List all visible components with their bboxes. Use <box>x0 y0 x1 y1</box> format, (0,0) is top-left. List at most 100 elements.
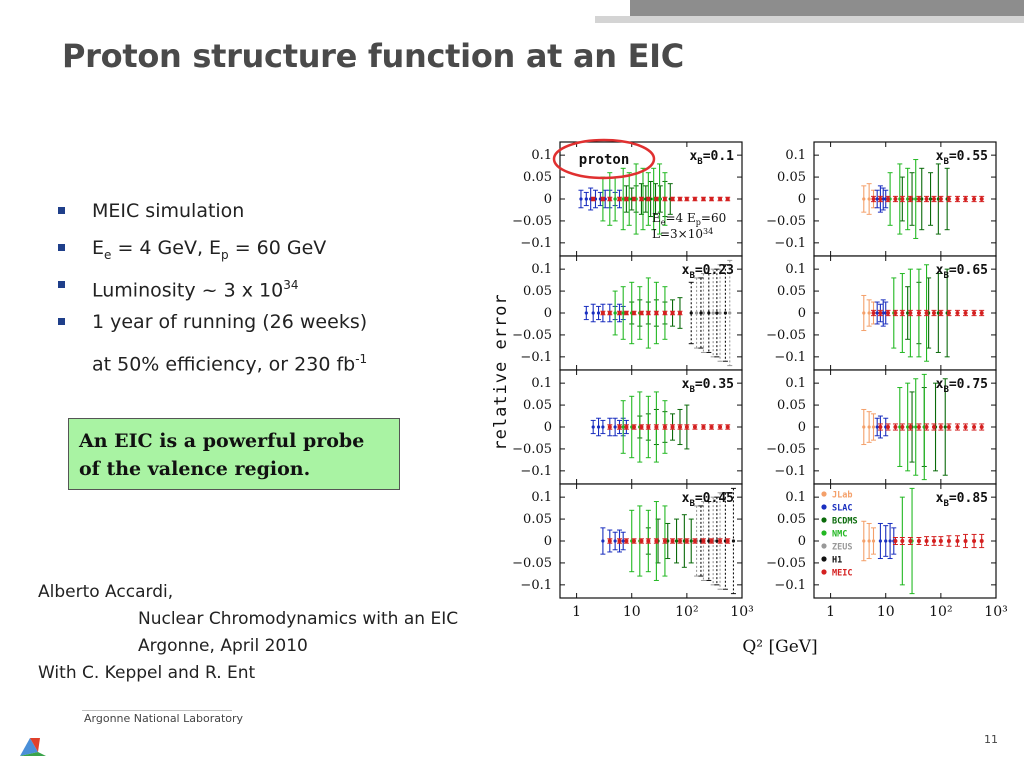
x-axis-label: Q² [GeV] <box>742 637 817 657</box>
data-point <box>878 197 883 201</box>
y-tick-label: 0.05 <box>777 512 806 527</box>
y-tick-label: −0.1 <box>520 350 552 365</box>
x-tick-label: 10 <box>623 604 641 620</box>
data-point <box>900 197 905 201</box>
data-point <box>639 197 644 201</box>
data-point <box>607 197 612 201</box>
data-point <box>677 425 682 429</box>
data-point <box>709 197 714 201</box>
y-tick-label: 0.1 <box>785 376 806 391</box>
data-point <box>670 539 675 543</box>
bullet-text-pre: E <box>92 237 105 259</box>
bullet-square-icon <box>58 244 65 251</box>
data-point <box>916 425 921 429</box>
data-point <box>914 197 918 201</box>
y-tick-label: 0.1 <box>531 490 552 505</box>
data-point <box>963 539 968 543</box>
data-point <box>916 539 921 543</box>
data-point <box>900 539 905 543</box>
data-point <box>914 425 918 429</box>
data-point <box>867 311 871 315</box>
data-point <box>694 311 699 315</box>
data-point <box>584 197 588 201</box>
data-point <box>654 197 659 201</box>
data-point <box>718 311 722 315</box>
data-point <box>888 539 892 543</box>
data-point <box>718 197 723 201</box>
y-tick-label: −0.1 <box>774 578 806 593</box>
data-point <box>908 425 913 429</box>
data-point <box>689 539 693 543</box>
y-tick-label: −0.05 <box>766 556 806 571</box>
data-point <box>613 539 617 543</box>
data-point <box>906 311 910 315</box>
data-point <box>692 539 697 543</box>
data-point <box>670 197 675 201</box>
legend-marker <box>821 543 827 549</box>
credits: Alberto Accardi, Nuclear Chromodynamics … <box>38 579 458 687</box>
data-point <box>624 539 629 543</box>
data-point <box>617 197 622 201</box>
data-point <box>886 311 891 315</box>
chart-panel: 0.1 0.05 0 −0.05 −0.1 xB=0.55 <box>766 141 997 257</box>
data-point <box>711 311 715 315</box>
data-point <box>916 197 921 201</box>
y-tick-label: 0.1 <box>785 490 806 505</box>
legend-marker <box>821 504 827 510</box>
data-point <box>639 539 644 543</box>
data-point <box>621 539 625 543</box>
data-point <box>666 539 670 543</box>
data-point <box>862 425 866 429</box>
callout-line: of the valence region. <box>79 458 311 480</box>
credit-talk: Nuclear Chromodynamics with an EIC <box>138 609 459 629</box>
xb-value: =0.35 <box>695 377 734 392</box>
data-point <box>906 425 910 429</box>
y-tick-label: −0.1 <box>520 464 552 479</box>
data-point <box>955 539 960 543</box>
y-tick-label: 0.05 <box>523 170 552 185</box>
data-point <box>884 539 888 543</box>
xb-value: =0.75 <box>949 377 988 392</box>
y-tick-label: 0.1 <box>785 262 806 277</box>
data-point <box>931 539 936 543</box>
data-point <box>684 539 689 543</box>
data-point <box>881 311 885 315</box>
data-point <box>963 197 968 201</box>
y-tick-label: −0.1 <box>520 578 552 593</box>
y-tick-label: 0 <box>544 192 552 207</box>
y-tick-label: −0.05 <box>512 214 552 229</box>
data-point <box>707 311 711 315</box>
y-tick-label: −0.05 <box>766 442 806 457</box>
data-point <box>601 539 605 543</box>
data-point <box>632 197 637 201</box>
y-tick-label: 0 <box>544 420 552 435</box>
xb-symbol: x <box>682 491 690 506</box>
data-point <box>955 425 960 429</box>
data-point <box>955 311 960 315</box>
legend-entry: MEIC <box>832 569 852 579</box>
data-point <box>701 425 706 429</box>
data-point <box>692 425 697 429</box>
xb-value: =0.45 <box>695 491 734 506</box>
data-point <box>701 539 706 543</box>
y-tick-label: 0.1 <box>531 148 552 163</box>
data-point <box>627 197 631 201</box>
data-point <box>900 425 905 429</box>
data-point <box>725 197 730 201</box>
legend-entry: ZEUS <box>832 543 852 553</box>
annotation-part: e <box>661 218 666 227</box>
data-point <box>621 311 625 315</box>
data-point <box>871 197 876 201</box>
data-point <box>646 425 651 429</box>
data-point <box>654 539 659 543</box>
annotation-part: L=3×10 <box>652 227 703 241</box>
data-point <box>591 197 596 201</box>
data-point <box>662 425 667 429</box>
xb-subscript: B <box>689 385 695 395</box>
y-tick-label: 0.1 <box>785 148 806 163</box>
panel-xb-label: xB=0.75 <box>936 377 988 395</box>
annotation-part: =60 <box>701 211 726 225</box>
xb-value: =0.85 <box>949 491 988 506</box>
bullet-square-icon <box>58 207 65 214</box>
bullet-text-pre: Luminosity ~ 3 x 10 <box>92 279 284 302</box>
